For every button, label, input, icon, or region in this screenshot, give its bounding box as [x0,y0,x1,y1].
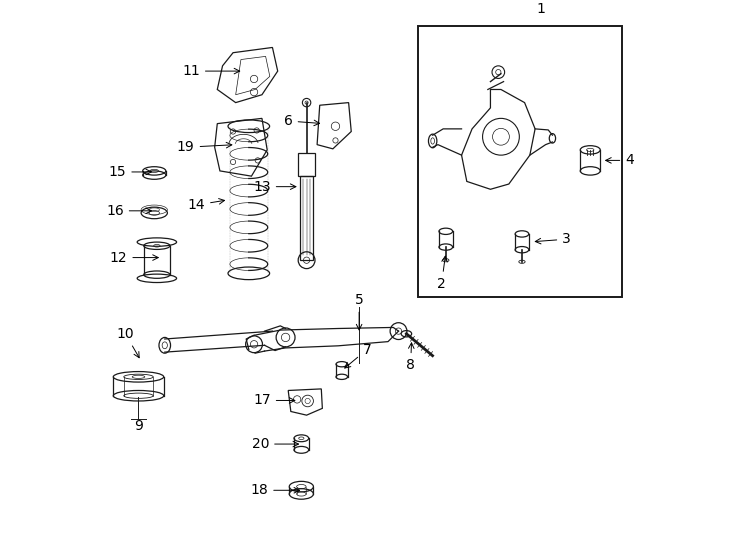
Text: 20: 20 [252,437,299,451]
Text: 18: 18 [250,483,299,497]
Text: 5: 5 [355,293,363,330]
Text: 7: 7 [345,342,371,368]
Text: 15: 15 [109,165,151,179]
Text: 19: 19 [177,140,232,154]
Text: 2: 2 [437,256,447,291]
Text: 11: 11 [182,64,240,78]
Text: 13: 13 [253,180,296,194]
Text: 14: 14 [187,198,225,212]
Bar [298,152,315,176]
Text: 3: 3 [535,232,571,246]
Text: 8: 8 [406,343,415,372]
Text: 9: 9 [134,418,143,433]
Text: 1: 1 [537,2,545,16]
Text: 4: 4 [606,153,634,167]
Text: 6: 6 [284,114,319,128]
Text: 16: 16 [106,204,151,218]
Bar [300,176,313,260]
Text: 17: 17 [253,394,295,408]
Text: 12: 12 [109,251,159,265]
Text: 10: 10 [117,327,139,357]
Bar [418,26,622,297]
